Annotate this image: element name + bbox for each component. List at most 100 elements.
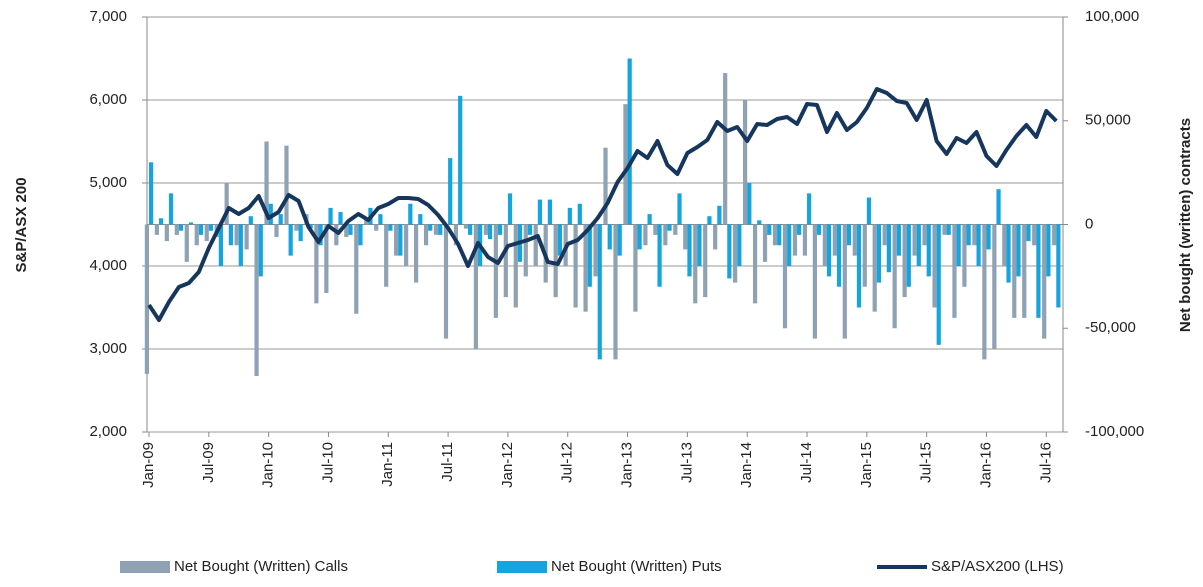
bar	[653, 224, 658, 235]
bar	[458, 95, 463, 225]
y-tick-label: 4,000	[89, 257, 127, 274]
x-tick-label: Jan-14	[738, 442, 755, 488]
bar	[657, 224, 662, 287]
bar	[208, 224, 214, 231]
bar	[557, 224, 562, 256]
bar	[862, 224, 867, 287]
bar	[573, 224, 578, 308]
y-tick-label: 3,000	[89, 340, 127, 357]
bar	[394, 224, 399, 256]
bar	[324, 224, 329, 293]
bar	[613, 224, 618, 360]
bar	[922, 224, 927, 246]
bar	[463, 224, 469, 229]
bar	[288, 224, 293, 256]
bar	[338, 212, 343, 225]
bar	[428, 224, 433, 231]
bar	[912, 224, 917, 256]
bar	[1022, 224, 1027, 318]
bar	[822, 224, 827, 266]
bar	[737, 224, 742, 266]
bar	[832, 224, 837, 256]
bar	[364, 218, 369, 225]
bar	[358, 224, 363, 246]
bar	[1006, 224, 1011, 283]
bar	[677, 193, 682, 225]
bar	[856, 224, 862, 308]
bar	[188, 222, 194, 225]
bar	[527, 224, 533, 235]
bar	[772, 224, 778, 246]
x-tick-label: Jul-16	[1037, 442, 1054, 483]
bar	[713, 224, 718, 250]
bar	[982, 224, 987, 360]
bar	[882, 224, 887, 246]
bar	[1046, 224, 1051, 277]
bar	[767, 224, 772, 235]
bar	[354, 224, 359, 314]
x-tick-label: Jan-13	[619, 442, 636, 488]
bar	[667, 224, 672, 231]
bar	[344, 224, 349, 237]
bar	[374, 224, 379, 231]
bar	[916, 224, 921, 266]
bar	[547, 199, 552, 225]
bar	[468, 224, 473, 235]
bar	[693, 224, 698, 304]
bar	[807, 193, 812, 225]
bar	[673, 224, 678, 235]
bar	[962, 224, 967, 287]
bar	[553, 224, 558, 298]
bar	[178, 224, 184, 231]
bar	[164, 224, 169, 242]
bar	[1036, 224, 1041, 318]
bar	[986, 224, 991, 250]
bar	[727, 224, 732, 279]
legend-swatch	[497, 561, 547, 573]
bar	[507, 193, 513, 225]
bar	[587, 224, 592, 287]
bar	[493, 224, 498, 318]
bar	[936, 224, 941, 345]
bar	[723, 73, 728, 225]
bar	[473, 224, 479, 349]
x-tick-label: Jul-12	[559, 442, 576, 483]
bar	[523, 224, 528, 277]
bar	[168, 193, 174, 225]
bar	[663, 224, 668, 246]
bar	[398, 224, 403, 256]
bar	[408, 203, 413, 225]
bar	[886, 224, 891, 273]
bar	[762, 224, 768, 262]
x-tick-label: Jul-11	[439, 442, 456, 482]
bar	[836, 224, 842, 287]
bar	[438, 224, 443, 235]
bar	[1002, 224, 1007, 266]
bar	[453, 224, 459, 246]
x-tick-label: Jul-14	[798, 442, 815, 483]
x-tick-label: Jan-15	[858, 442, 875, 488]
bar	[318, 224, 323, 246]
bar	[623, 104, 628, 225]
bar	[597, 224, 602, 360]
bar	[876, 224, 882, 283]
bar	[707, 216, 712, 225]
bar	[533, 224, 538, 266]
bar	[378, 214, 383, 225]
y-tick-label: 5,000	[89, 174, 127, 191]
bar	[497, 224, 503, 235]
bar	[976, 224, 981, 266]
y-tick-label: 7,000	[89, 8, 127, 25]
bar	[298, 224, 303, 242]
bar	[513, 224, 518, 308]
bar	[743, 100, 748, 225]
x-tick-label: Jul-13	[678, 442, 695, 483]
bar	[826, 224, 832, 277]
bar	[228, 224, 233, 246]
bar	[258, 224, 263, 277]
bar	[204, 224, 209, 242]
bar	[902, 224, 907, 298]
y-tick-label: 2,000	[89, 423, 127, 440]
